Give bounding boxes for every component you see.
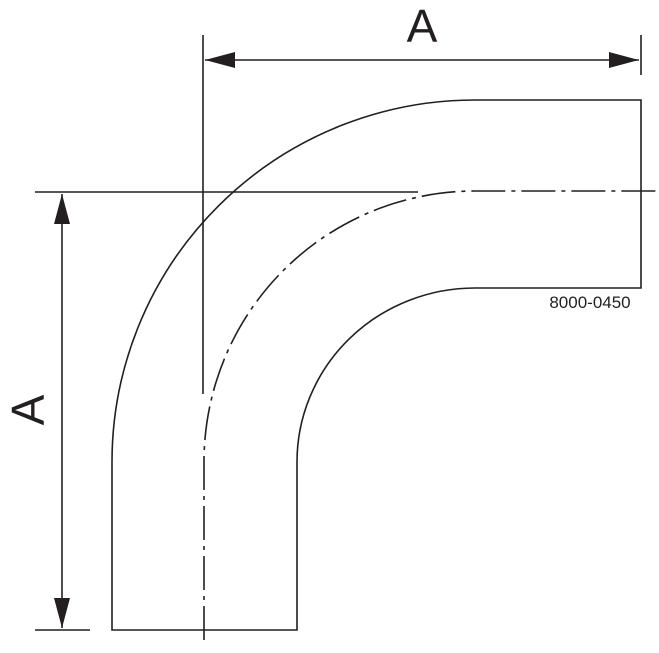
dimension-label-top: A [407,0,438,52]
dimension-label-left: A [2,394,54,425]
arrowhead-down [54,598,70,628]
arrowhead-up [54,194,70,224]
elbow-outline [111,99,642,631]
arrowhead-left [205,52,235,68]
dimension-left: A [2,194,70,628]
part-number: 8000-0450 [549,293,630,312]
dimension-top: A [205,0,639,68]
centerline [203,190,659,640]
arrowhead-right [609,52,639,68]
